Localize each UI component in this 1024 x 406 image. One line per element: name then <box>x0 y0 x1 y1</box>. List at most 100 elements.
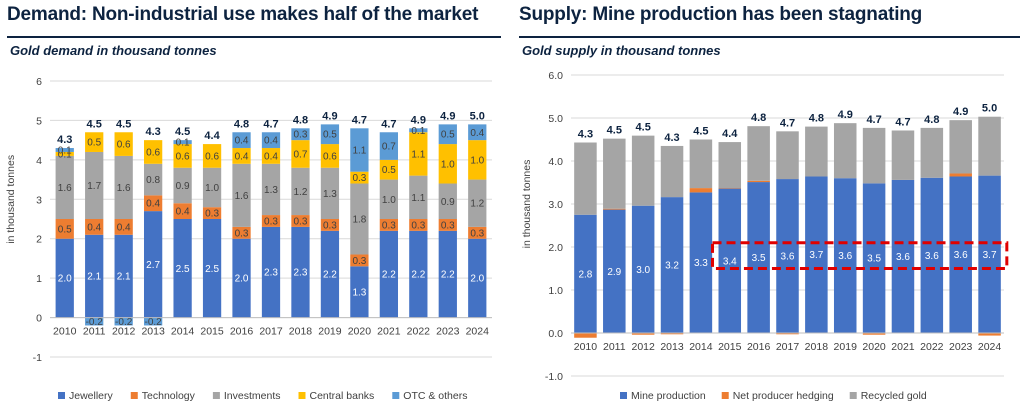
bar-otc-others <box>291 128 310 141</box>
y-tick-label: 1.0 <box>548 285 563 297</box>
bar-central-banks <box>114 132 133 156</box>
data-label: 2.2 <box>382 270 396 281</box>
x-tick-label: 2010 <box>574 341 598 353</box>
y-axis-title: in thousand tonnes <box>5 155 17 244</box>
bar-net-producer-hedging <box>747 180 770 183</box>
data-label: 2.1 <box>87 272 101 283</box>
data-label: 2.1 <box>117 272 131 283</box>
data-label: -0.2 <box>115 317 133 328</box>
bar-recycled-gold <box>631 135 655 206</box>
bar-net-producer-hedging <box>631 333 655 335</box>
legend-swatch <box>212 392 220 399</box>
legend-swatch <box>298 392 306 399</box>
data-label: 1.2 <box>294 187 308 198</box>
bar-technology <box>320 219 340 231</box>
data-label: 2.5 <box>176 264 190 275</box>
bar-investments <box>202 167 222 208</box>
demand-headline: Demand: Non-industrial use makes half of… <box>7 4 479 25</box>
data-label: 0.3 <box>352 173 366 184</box>
bar-net-producer-hedging <box>978 333 1001 336</box>
total-label: 4.5 <box>116 118 131 130</box>
bar-investments <box>143 163 163 196</box>
bar-technology <box>85 219 104 235</box>
data-label: 0.6 <box>146 147 160 158</box>
bar-mine-production <box>978 175 1001 333</box>
total-label: 4.7 <box>263 118 278 130</box>
data-label: 3.5 <box>752 253 766 264</box>
data-label: 1.3 <box>352 287 366 298</box>
x-tick-label: 2013 <box>660 341 684 353</box>
data-label: 0.4 <box>235 136 249 147</box>
bar-central-banks <box>232 148 251 164</box>
total-label: 4.7 <box>352 114 367 126</box>
data-label: 1.3 <box>264 185 278 196</box>
demand-chart-title: Gold demand in thousand tonnes <box>10 43 217 58</box>
bar-central-banks <box>85 132 104 152</box>
bar-investments <box>320 167 340 219</box>
bar-net-producer-hedging <box>689 188 713 193</box>
legend-swatch <box>58 392 65 399</box>
x-tick-label: 2024 <box>978 341 1002 353</box>
bar-recycled-gold <box>978 116 1001 176</box>
bar-technology <box>55 219 74 239</box>
bar-central-banks <box>350 171 369 184</box>
total-label: 4.9 <box>838 109 853 121</box>
data-label: 0.3 <box>441 220 455 231</box>
bar-recycled-gold <box>805 126 828 177</box>
bar-otc-others <box>232 132 251 149</box>
bar-otc-others <box>409 128 428 133</box>
bar-mine-production <box>805 176 828 333</box>
bar-technology <box>350 254 369 267</box>
data-label: 0.3 <box>352 256 366 267</box>
data-label: 1.8 <box>352 215 366 226</box>
data-label: 0.9 <box>176 181 190 192</box>
data-label: 0.3 <box>294 216 308 227</box>
total-label: 4.8 <box>234 118 249 130</box>
bar-jewellery <box>261 226 281 318</box>
y-tick-label: 5 <box>36 115 42 127</box>
bar-technology <box>143 195 163 212</box>
bar-technology <box>173 203 192 219</box>
bar-central-banks <box>468 140 487 180</box>
bar-mine-production <box>891 179 915 333</box>
bar-jewellery <box>202 219 222 318</box>
data-label: 2.8 <box>578 269 592 280</box>
highlight-box <box>711 241 1009 270</box>
data-label: 2.2 <box>411 270 425 281</box>
bar-recycled-gold <box>862 127 886 184</box>
data-label: 0.5 <box>87 138 101 149</box>
bar-technology <box>438 219 457 231</box>
bar-net-producer-hedging <box>949 173 972 177</box>
bar-central-banks <box>409 132 428 176</box>
x-tick-label: 2019 <box>318 326 342 338</box>
y-tick-label: -1 <box>33 352 42 364</box>
total-label: 4.8 <box>809 113 824 125</box>
bar-investments <box>232 163 251 227</box>
data-label: 3.5 <box>867 254 881 265</box>
bar-jewellery <box>438 230 457 318</box>
total-label: 4.3 <box>578 129 593 141</box>
data-label: 0.4 <box>235 151 249 162</box>
bar-technology <box>379 219 399 231</box>
legend-label: Jewellery <box>69 390 114 402</box>
y-tick-label: 6 <box>36 76 42 88</box>
y-tick-label: 0.0 <box>548 328 563 340</box>
y-axis-title: in thousand tonnes <box>521 160 533 249</box>
x-tick-label: 2015 <box>200 326 224 338</box>
bar-otc-others <box>320 124 340 145</box>
legend-label: Central banks <box>310 390 375 402</box>
x-tick-label: 2022 <box>920 341 944 353</box>
total-label: 5.0 <box>470 110 485 122</box>
x-tick-label: 2021 <box>891 341 915 353</box>
bar-investments <box>114 155 133 219</box>
data-label: 2.7 <box>146 260 160 271</box>
bar-jewellery <box>468 238 487 318</box>
legend-swatch <box>849 392 857 399</box>
bar-otc-others <box>438 124 457 145</box>
legend-swatch <box>721 392 729 399</box>
data-label: 1.1 <box>411 193 425 204</box>
data-label: 0.4 <box>176 207 190 218</box>
bar-otc-others <box>55 148 74 152</box>
bar-recycled-gold <box>603 138 626 209</box>
data-label: 1.2 <box>470 199 484 210</box>
